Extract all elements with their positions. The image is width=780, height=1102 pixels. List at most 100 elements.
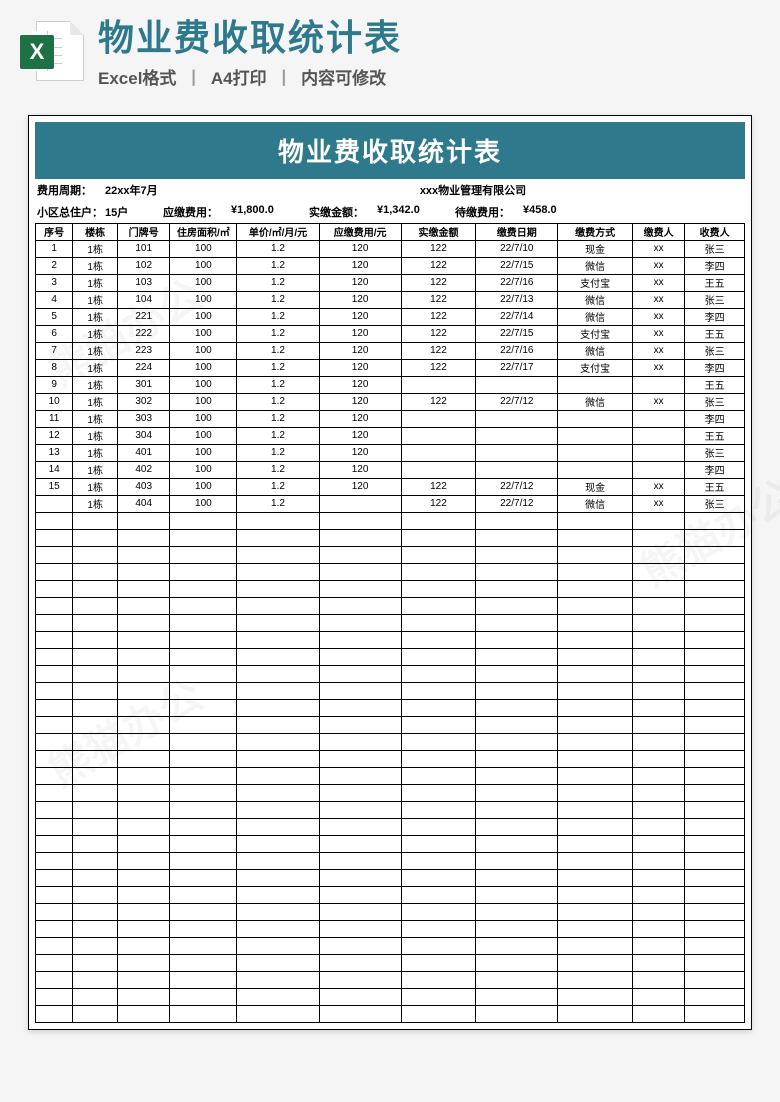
table-cell	[476, 580, 558, 597]
table-cell: 1栋	[73, 495, 118, 512]
col-header: 实缴金额	[401, 223, 476, 240]
table-cell	[237, 648, 319, 665]
table-cell	[558, 784, 633, 801]
households-label: 小区总住户：	[37, 204, 97, 220]
table-cell	[73, 597, 118, 614]
table-cell	[319, 920, 401, 937]
table-cell	[685, 852, 745, 869]
table-cell	[73, 648, 118, 665]
table-row-empty	[36, 835, 745, 852]
table-cell	[73, 869, 118, 886]
table-cell	[632, 699, 684, 716]
table-cell	[476, 529, 558, 546]
table-row: 31栋1031001.212012222/7/16支付宝xx王五	[36, 274, 745, 291]
table-cell: 1栋	[73, 393, 118, 410]
table-cell	[632, 682, 684, 699]
table-cell	[476, 784, 558, 801]
table-cell: 李四	[685, 461, 745, 478]
table-cell	[118, 648, 170, 665]
table-cell	[558, 818, 633, 835]
col-header: 收费人	[685, 223, 745, 240]
table-cell	[558, 886, 633, 903]
table-cell: 5	[36, 308, 73, 325]
table-cell	[36, 580, 73, 597]
table-cell	[401, 869, 476, 886]
table-cell	[73, 631, 118, 648]
table-cell	[632, 835, 684, 852]
table-cell	[558, 546, 633, 563]
table-cell	[685, 614, 745, 631]
pending-value: ¥458.0	[523, 204, 583, 220]
table-cell	[118, 563, 170, 580]
pending-label: 待缴费用：	[455, 204, 515, 220]
table-cell: 22/7/12	[476, 495, 558, 512]
table-cell: 22/7/16	[476, 274, 558, 291]
table-cell	[558, 903, 633, 920]
table-cell	[401, 427, 476, 444]
table-cell	[319, 716, 401, 733]
table-cell: 1.2	[237, 274, 319, 291]
table-cell	[118, 546, 170, 563]
table-cell: 22/7/12	[476, 393, 558, 410]
table-cell	[558, 699, 633, 716]
table-cell	[319, 580, 401, 597]
table-cell	[685, 648, 745, 665]
table-cell: 22/7/17	[476, 359, 558, 376]
table-cell: 12	[36, 427, 73, 444]
table-cell	[73, 733, 118, 750]
table-cell	[476, 733, 558, 750]
table-cell	[632, 767, 684, 784]
table-cell	[170, 937, 237, 954]
company-name: xxx物业管理有限公司	[203, 182, 743, 198]
table-cell	[476, 767, 558, 784]
table-cell	[558, 988, 633, 1005]
table-cell	[558, 410, 633, 427]
table-cell	[632, 801, 684, 818]
table-cell	[237, 971, 319, 988]
table-cell	[319, 750, 401, 767]
table-cell	[73, 512, 118, 529]
table-row: 81栋2241001.212012222/7/17支付宝xx李四	[36, 359, 745, 376]
table-cell	[685, 546, 745, 563]
table-cell	[476, 410, 558, 427]
table-cell	[476, 818, 558, 835]
table-row: 61栋2221001.212012222/7/15支付宝xx王五	[36, 325, 745, 342]
table-row: 131栋4011001.2120张三	[36, 444, 745, 461]
table-cell: 微信	[558, 257, 633, 274]
table-cell: 120	[319, 308, 401, 325]
table-cell	[170, 580, 237, 597]
table-cell: 122	[401, 308, 476, 325]
table-cell: 122	[401, 257, 476, 274]
table-cell: 微信	[558, 393, 633, 410]
table-cell	[319, 495, 401, 512]
table-cell	[237, 563, 319, 580]
table-cell: 微信	[558, 342, 633, 359]
paid-value: ¥1,342.0	[377, 204, 447, 220]
table-cell	[558, 1005, 633, 1022]
table-cell	[73, 903, 118, 920]
table-cell	[118, 818, 170, 835]
table-cell	[319, 869, 401, 886]
sub-part-format: Excel格式	[98, 69, 176, 88]
table-row: 71栋2231001.212012222/7/16微信xx张三	[36, 342, 745, 359]
table-cell	[558, 954, 633, 971]
table-cell	[558, 461, 633, 478]
table-cell	[319, 971, 401, 988]
table-cell: xx	[632, 291, 684, 308]
table-cell	[319, 988, 401, 1005]
table-cell: 李四	[685, 257, 745, 274]
table-cell	[170, 733, 237, 750]
table-cell	[476, 954, 558, 971]
table-cell	[632, 886, 684, 903]
table-cell	[170, 903, 237, 920]
table-cell	[319, 903, 401, 920]
table-cell: 122	[401, 274, 476, 291]
fee-table: 序号楼栋门牌号住房面积/㎡单价/㎡/月/元应缴费用/元实缴金额缴费日期缴费方式缴…	[35, 223, 745, 1023]
table-cell: xx	[632, 274, 684, 291]
table-cell	[36, 971, 73, 988]
table-cell	[73, 886, 118, 903]
table-cell	[118, 852, 170, 869]
table-cell	[558, 665, 633, 682]
table-cell	[319, 767, 401, 784]
table-cell	[319, 784, 401, 801]
